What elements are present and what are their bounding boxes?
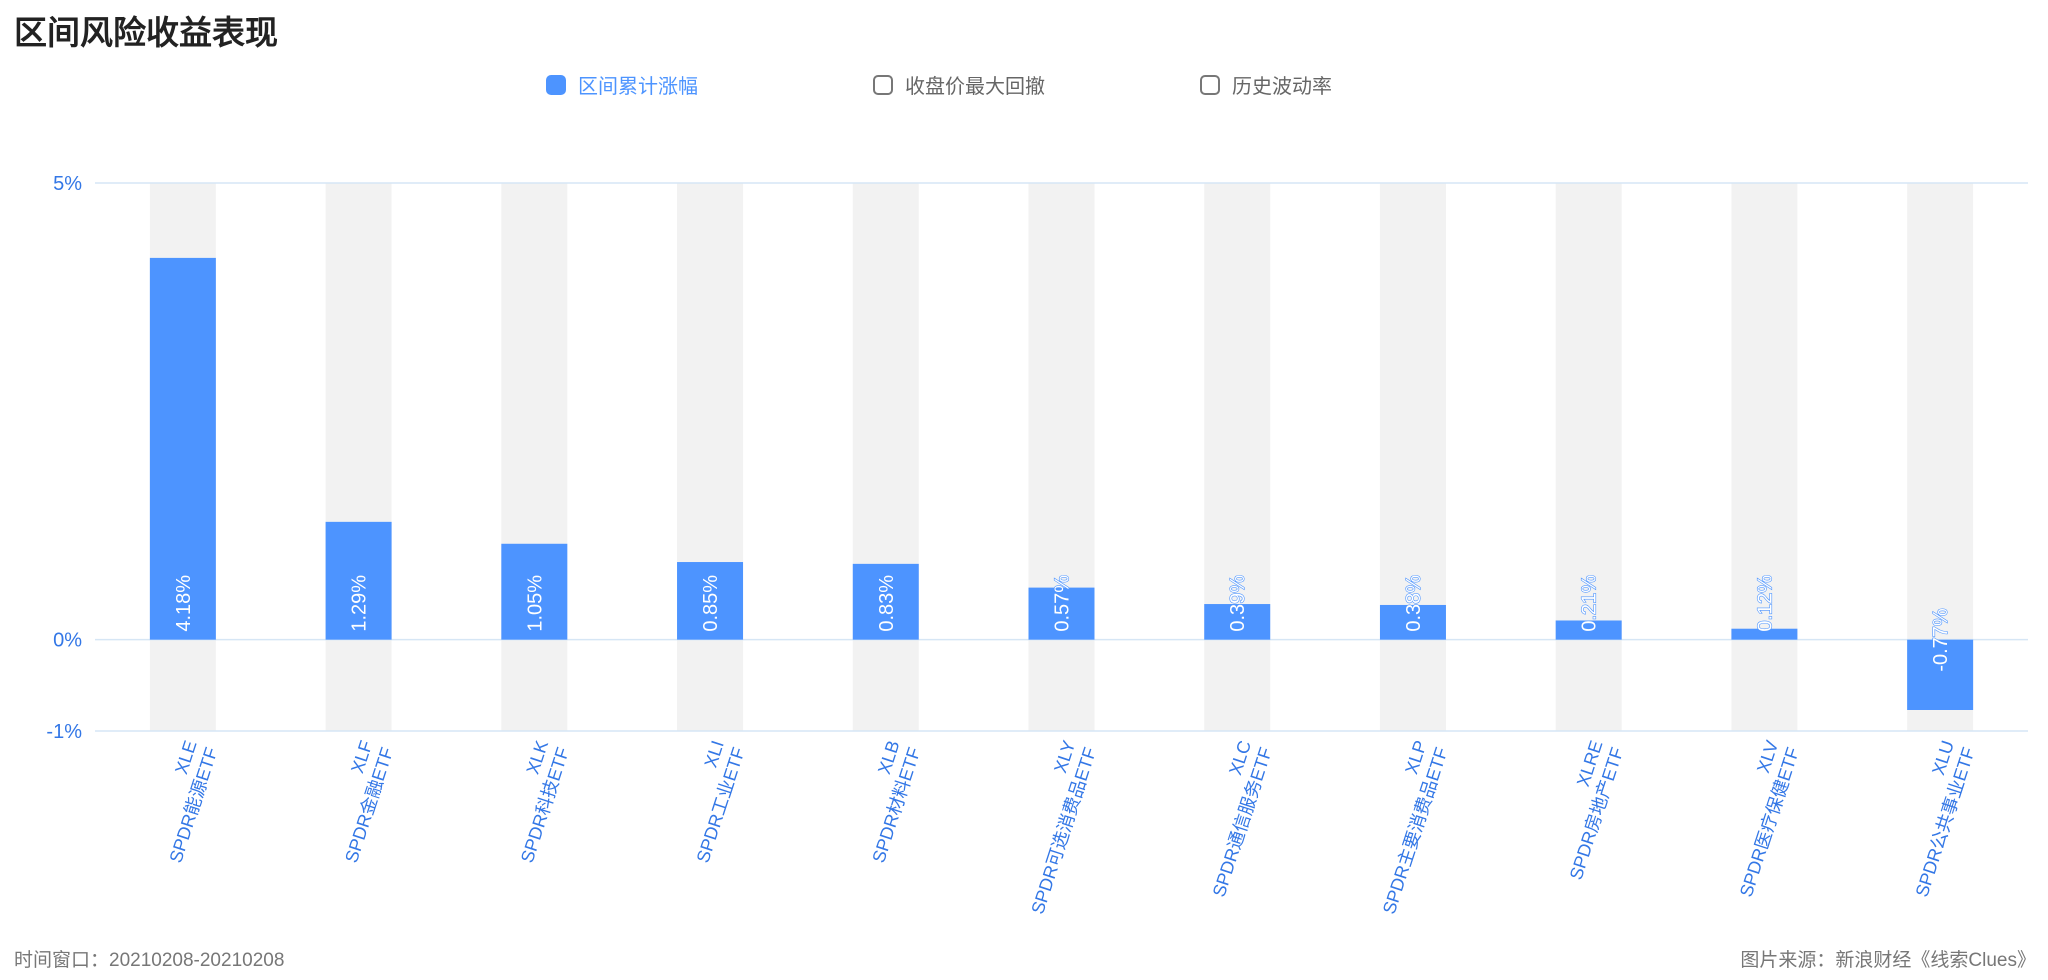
bar-value-label: 0.83% — [876, 575, 898, 632]
x-tick-label: XLFSPDR金融ETF — [320, 738, 397, 865]
x-tick-label: XLESPDR能源ETF — [145, 738, 222, 865]
checkbox-checked-icon[interactable] — [546, 74, 566, 95]
bar-track — [852, 183, 919, 731]
legend: 区间累计涨幅 收盘价最大回撤 历史波动率 — [0, 70, 2048, 100]
bar — [852, 563, 919, 640]
x-tick-label: XLUSPDR公共事业ETF — [1891, 738, 1979, 899]
y-tick-label: 0% — [53, 630, 82, 652]
bar-value-label: -0.77% — [1930, 608, 1952, 672]
y-tick-label: -1% — [46, 721, 82, 743]
legend-item-max-drawdown[interactable]: 收盘价最大回撤 — [873, 70, 1045, 99]
legend-item-cumulative-return[interactable]: 区间累计涨幅 — [546, 70, 698, 99]
bar-track — [325, 183, 392, 731]
bar-track — [1731, 183, 1798, 731]
bar-track — [677, 183, 744, 731]
bar-value-label: 4.18% — [173, 575, 195, 632]
bar — [677, 562, 744, 640]
legend-item-volatility[interactable]: 历史波动率 — [1200, 70, 1332, 99]
bar — [325, 521, 392, 640]
checkbox-unchecked-icon[interactable] — [873, 74, 893, 95]
bar — [1907, 639, 1974, 710]
bar — [501, 543, 568, 640]
legend-label: 区间累计涨幅 — [578, 76, 698, 98]
x-tick-label: XLRESPDR房地产ETF — [1545, 738, 1628, 882]
x-tick-label: XLCSPDR通信服务ETF — [1188, 738, 1276, 899]
bar-track — [1555, 183, 1622, 731]
x-tick-label: XLISPDR工业ETF — [672, 738, 749, 865]
bar — [149, 257, 216, 640]
chart-title: 区间风险收益表现 — [14, 14, 278, 51]
x-tick-label: XLYSPDR可选消费品ETF — [1007, 738, 1101, 916]
bar — [1204, 604, 1271, 640]
bar-track — [1028, 183, 1095, 731]
bar-value-label: 0.38% — [1403, 575, 1425, 632]
x-tick-label: XLPSPDR主要消费品ETF — [1358, 738, 1452, 916]
bar-value-label: 0.85% — [700, 575, 722, 632]
y-tick-label: 5% — [53, 173, 82, 195]
bar — [1555, 620, 1622, 640]
x-tick-label: XLKSPDR科技ETF — [496, 738, 573, 865]
bar-track — [1204, 183, 1271, 731]
bar-value-label: 0.12% — [1754, 575, 1776, 632]
bar-value-label: 1.29% — [349, 575, 371, 632]
legend-label: 历史波动率 — [1232, 76, 1332, 98]
bar — [1028, 587, 1095, 640]
bar-track — [1379, 183, 1446, 731]
time-window: 时间窗口：20210208-20210208 — [14, 950, 285, 971]
bar-value-label: 1.05% — [524, 575, 546, 632]
checkbox-unchecked-icon[interactable] — [1200, 74, 1220, 95]
bar — [1731, 628, 1798, 640]
bar-value-label: 0.57% — [1052, 575, 1074, 632]
x-tick-label: XLBSPDR材料ETF — [847, 738, 924, 865]
bar-value-label: 0.21% — [1579, 575, 1601, 632]
bar — [1379, 604, 1446, 640]
bar-track — [501, 183, 568, 731]
x-tick-label: XLVSPDR医疗保健ETF — [1715, 738, 1803, 899]
bar-value-label: 0.39% — [1227, 575, 1249, 632]
legend-label: 收盘价最大回撤 — [905, 76, 1045, 98]
image-source: 图片来源：新浪财经《线索Clues》 — [1740, 950, 2036, 971]
